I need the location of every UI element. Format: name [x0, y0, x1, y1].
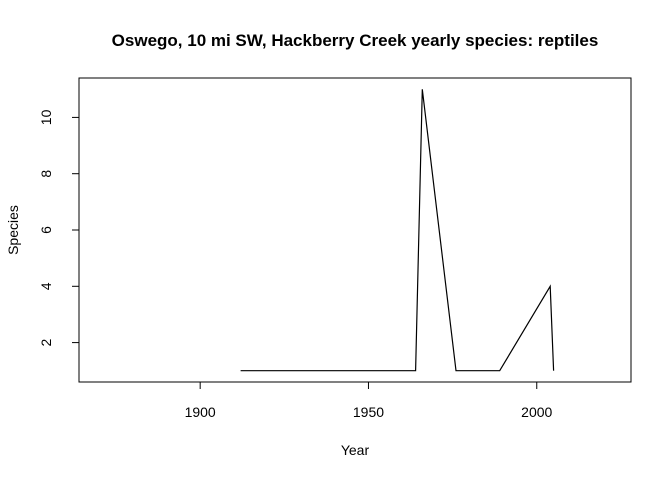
- x-tick-label: 2000: [521, 404, 552, 420]
- x-tick-label: 1900: [185, 404, 216, 420]
- x-axis: 1900 1950 2000: [185, 381, 553, 420]
- series-line: [240, 89, 555, 372]
- chart-title: Oswego, 10 mi SW, Hackberry Creek yearly…: [112, 31, 599, 50]
- y-tick-label: 4: [38, 282, 54, 290]
- x-tick-label: 1950: [353, 404, 384, 420]
- series-group: [240, 89, 555, 372]
- y-tick-label: 2: [38, 338, 54, 346]
- x-axis-label: Year: [341, 442, 370, 458]
- y-axis: 2 4 6 8 10: [38, 109, 80, 346]
- y-tick-label: 8: [38, 170, 54, 178]
- y-axis-label: Species: [5, 205, 21, 255]
- y-tick-label: 10: [38, 109, 54, 125]
- y-tick-label: 6: [38, 226, 54, 234]
- plot-frame: [78, 77, 632, 383]
